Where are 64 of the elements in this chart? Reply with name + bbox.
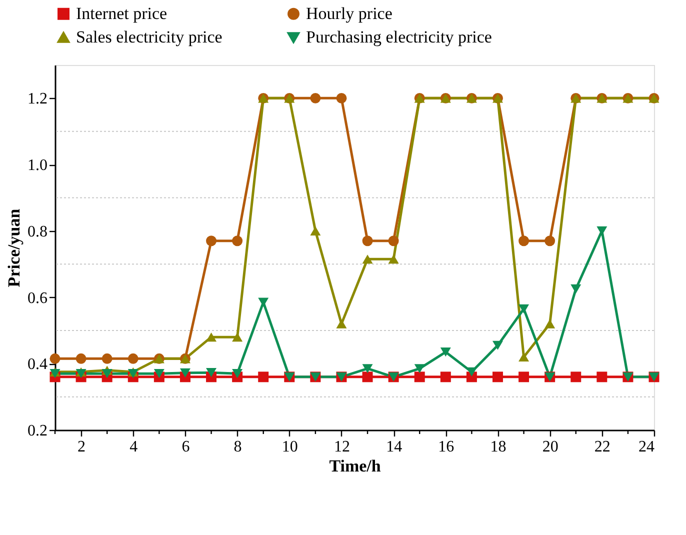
- y-tick-label: 0.4: [28, 356, 48, 374]
- x-tick-label: 24: [638, 438, 654, 456]
- legend-label: Purchasing electricity price: [306, 28, 492, 46]
- point: [518, 372, 530, 382]
- x-tick-label: 6: [182, 438, 190, 456]
- x-tick-label: 10: [282, 438, 298, 456]
- x-tick-label: 14: [386, 438, 402, 456]
- point: [154, 369, 164, 378]
- y-tick-label: 0.6: [28, 290, 48, 307]
- point: [232, 332, 243, 342]
- point: [388, 254, 399, 264]
- y-axis-title: Price/yuan: [4, 208, 24, 288]
- point: [518, 304, 530, 314]
- point: [206, 236, 217, 246]
- point: [310, 226, 321, 236]
- point: [414, 364, 425, 374]
- point: [362, 254, 373, 264]
- point: [258, 298, 269, 307]
- y-tick-label: 1.2: [28, 90, 48, 108]
- point: [544, 236, 556, 246]
- x-axis-title: Time/h: [329, 456, 382, 476]
- point: [102, 369, 112, 378]
- point: [102, 353, 112, 364]
- x-tick-label: 12: [334, 438, 350, 456]
- x-tick-label: 8: [234, 438, 242, 456]
- point: [258, 372, 269, 382]
- point: [336, 92, 347, 104]
- point: [440, 347, 451, 357]
- point: [440, 372, 451, 382]
- point: [362, 372, 373, 382]
- x-tick-label: 22: [594, 438, 610, 456]
- point: [544, 319, 556, 328]
- x-tick-label: 20: [542, 438, 558, 456]
- y-tick-label: 0.8: [28, 223, 48, 240]
- legend-label: Internet price: [76, 4, 168, 23]
- point: [180, 368, 190, 378]
- point: [310, 92, 321, 104]
- point: [232, 369, 243, 378]
- x-tick-label: 2: [78, 438, 86, 456]
- point: [596, 372, 608, 382]
- point: [336, 319, 347, 328]
- point: [362, 236, 373, 246]
- point: [76, 353, 86, 364]
- y-tick-label: 1.0: [28, 157, 48, 174]
- x-tick-label: 4: [130, 438, 138, 456]
- point: [492, 340, 503, 350]
- point: [492, 372, 503, 382]
- point: [128, 353, 138, 364]
- y-tick-label: 0.2: [28, 422, 48, 440]
- point: [518, 236, 530, 246]
- point: [570, 372, 582, 382]
- legend-label: Hourly price: [306, 4, 392, 23]
- x-tick-label: 18: [490, 438, 506, 456]
- point: [50, 353, 60, 364]
- x-tick-label: 16: [438, 438, 454, 456]
- point: [206, 332, 217, 342]
- legend-label: Sales electricity price: [76, 28, 222, 46]
- point: [232, 236, 243, 246]
- point: [388, 236, 399, 246]
- point: [362, 364, 373, 374]
- point: [466, 367, 477, 376]
- point: [414, 372, 425, 382]
- point: [570, 284, 582, 294]
- point: [206, 368, 217, 378]
